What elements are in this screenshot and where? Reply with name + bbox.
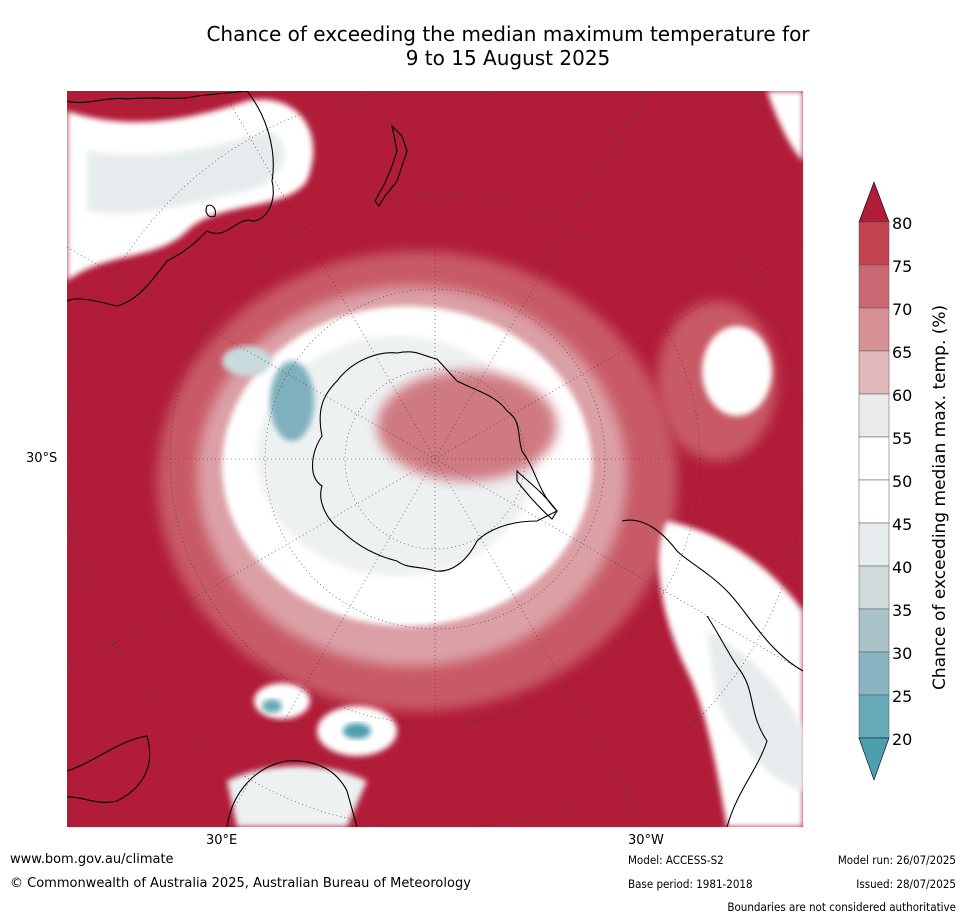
title-line-1: Chance of exceeding the median maximum t… xyxy=(206,22,810,46)
australia-coast xyxy=(67,91,274,307)
footer-issued: Issued: 28/07/2025 xyxy=(856,877,956,891)
colorbar-band xyxy=(858,221,890,266)
colorbar-title: Chance of exceeding median max. temp. (%… xyxy=(930,304,950,690)
colorbar-band xyxy=(858,307,890,352)
colorbar-tick-30: 30 xyxy=(892,644,913,663)
colorbar-band xyxy=(858,264,890,309)
new-zealand-coast xyxy=(374,124,408,207)
colorbar-tick-75: 75 xyxy=(892,257,913,276)
colorbar-tick-55: 55 xyxy=(892,429,913,448)
title-line-2: 9 to 15 August 2025 xyxy=(405,46,611,70)
footer-copyright: © Commonwealth of Australia 2025, Austra… xyxy=(10,876,471,891)
colorbar-tick-40: 40 xyxy=(892,558,913,577)
map-svg xyxy=(67,91,803,827)
region-lowish-se xyxy=(707,631,803,791)
colorbar-tick-20: 20 xyxy=(892,730,913,749)
tasmania-coast xyxy=(205,204,216,218)
colorbar-band xyxy=(858,393,890,438)
colorbar-band xyxy=(858,694,890,739)
sw-coast xyxy=(67,735,151,803)
colorbar-band xyxy=(858,436,890,481)
colorbar-band xyxy=(858,479,890,524)
region-neutral-east xyxy=(702,326,772,416)
colorbar-band xyxy=(858,522,890,567)
coastlines xyxy=(67,91,803,827)
colorbar-tick-70: 70 xyxy=(892,300,913,319)
region-low-patch-2 xyxy=(222,346,272,376)
southern-hemisphere-map xyxy=(67,91,803,827)
map-title: Chance of exceeding the median maximum t… xyxy=(0,22,965,70)
footer-model: Model: ACCESS-S2 xyxy=(628,853,724,867)
colorbar-extension-low xyxy=(858,737,890,781)
africa-coast xyxy=(226,760,358,827)
lon-label-30w: 30°W xyxy=(628,833,664,848)
colorbar xyxy=(858,181,890,781)
colorbar-tick-35: 35 xyxy=(892,601,913,620)
footer-disclaimer: Boundaries are not considered authoritat… xyxy=(727,900,956,914)
region-lowish-nw xyxy=(87,131,285,214)
south-america-coast xyxy=(621,519,803,827)
colorbar-band xyxy=(858,565,890,610)
colorbar-bands xyxy=(858,181,890,781)
colorbar-tick-45: 45 xyxy=(892,515,913,534)
colorbar-band xyxy=(858,608,890,653)
region-neutral-south-2 xyxy=(254,683,310,719)
colorbar-tick-80: 80 xyxy=(892,214,913,233)
colorbar-tick-65: 65 xyxy=(892,343,913,362)
region-low-patch-3 xyxy=(262,699,282,713)
region-strong-low-patch xyxy=(343,723,371,739)
antarctic-peninsula-coast xyxy=(516,469,558,520)
antarctica-coast xyxy=(312,351,558,572)
colorbar-band xyxy=(858,651,890,696)
colorbar-tick-50: 50 xyxy=(892,472,913,491)
footer-url: www.bom.gov.au/climate xyxy=(10,852,174,867)
colorbar-extension-high xyxy=(858,181,890,223)
colorbar-tick-25: 25 xyxy=(892,687,913,706)
region-neutral-ne xyxy=(767,91,803,161)
colorbar-tick-60: 60 xyxy=(892,386,913,405)
region-low-patch-1 xyxy=(270,361,314,441)
colorbar-band xyxy=(858,350,890,395)
graticule xyxy=(67,91,803,827)
lon-label-30e: 30°E xyxy=(206,833,238,848)
region-neutral-africa xyxy=(227,766,367,827)
footer-base-period: Base period: 1981-2018 xyxy=(628,877,753,891)
lat-label-30s: 30°S xyxy=(26,451,58,466)
footer-model-run: Model run: 26/07/2025 xyxy=(837,853,956,867)
region-high-east-antarctica xyxy=(377,371,557,481)
